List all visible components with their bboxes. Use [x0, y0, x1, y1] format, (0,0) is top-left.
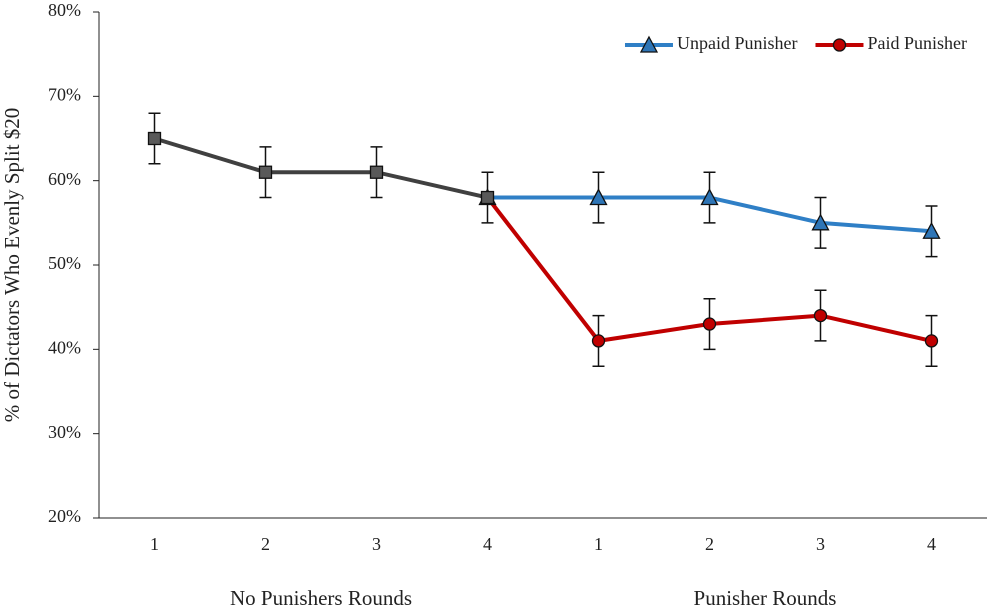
y-tick-label: 80%: [48, 0, 81, 20]
x-tick-label: 3: [372, 534, 381, 554]
group-label: Punisher Rounds: [694, 586, 837, 610]
marker: [369, 165, 384, 179]
y-axis-label: % of Dictators Who Evenly Split $20: [0, 108, 24, 423]
y-tick-label: 70%: [48, 84, 81, 104]
marker: [591, 334, 606, 348]
y-tick-label: 30%: [48, 422, 81, 442]
marker: [258, 165, 273, 179]
x-tick-label: 1: [150, 534, 159, 554]
marker: [811, 213, 830, 231]
x-tick-label: 2: [261, 534, 270, 554]
marker: [832, 38, 847, 52]
y-tick-label: 20%: [48, 506, 81, 526]
legend-label: Paid Punisher: [867, 33, 967, 53]
marker: [589, 188, 608, 206]
marker: [147, 131, 162, 146]
marker: [813, 308, 828, 323]
legend-label: Unpaid Punisher: [677, 33, 798, 53]
y-tick-label: 60%: [48, 169, 81, 189]
x-tick-label: 3: [816, 534, 825, 554]
x-tick-label: 4: [927, 534, 936, 554]
series-line: [153, 136, 488, 200]
marker: [702, 317, 717, 331]
marker: [924, 334, 939, 348]
marker: [639, 35, 659, 53]
marker: [480, 190, 495, 205]
y-tick-label: 50%: [48, 253, 81, 273]
x-tick-label: 1: [594, 534, 603, 554]
marker: [922, 221, 941, 239]
x-tick-label: 2: [705, 534, 714, 554]
y-tick-label: 40%: [48, 337, 81, 357]
marker: [700, 188, 719, 206]
group-label: No Punishers Rounds: [230, 586, 412, 610]
x-tick-label: 4: [483, 534, 492, 554]
